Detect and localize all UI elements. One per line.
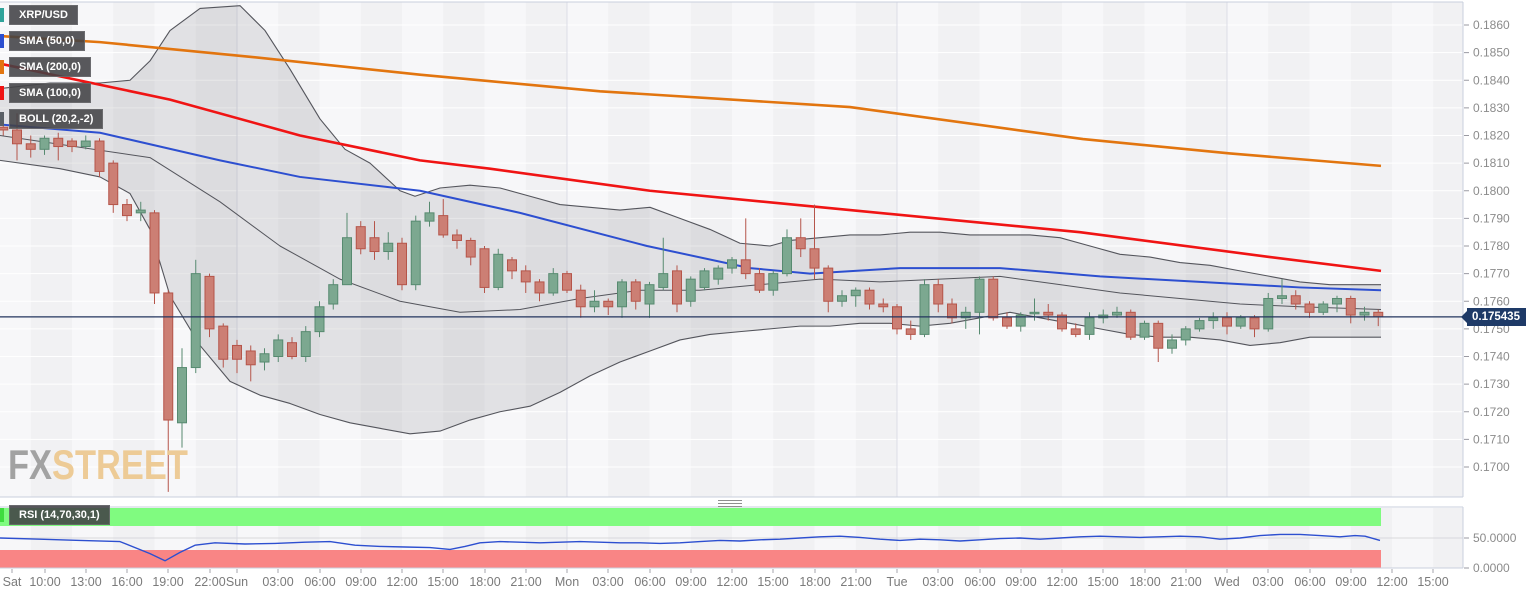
time-tick-label: 18:00 — [469, 575, 500, 589]
time-tick-label: 03:00 — [922, 575, 953, 589]
time-tick-label: 15:00 — [757, 575, 788, 589]
time-tick-label: Tue — [886, 575, 907, 589]
bollinger-band-fill — [0, 5, 1381, 434]
time-tick-label: 06:00 — [634, 575, 665, 589]
rsi-tick-label: 0.0000 — [1473, 561, 1510, 575]
sma100-line — [0, 62, 1382, 273]
legend-item-sma200: SMA (200,0) — [0, 57, 91, 77]
price-tick-label: 0.1760 — [1473, 294, 1510, 308]
boll-label: BOLL (20,2,-2) — [9, 109, 104, 129]
price-tick-label: 0.1780 — [1473, 239, 1510, 253]
fxstreet-logo-fx: FX — [8, 441, 53, 488]
time-axis[interactable]: Sat 10:00 13:00 16:00 19:00 22:00 Sun 03:00 06:0… — [3, 569, 1449, 589]
time-tick-label: 21:00 — [510, 575, 541, 589]
candles — [0, 113, 1384, 492]
price-tick-label: 0.1790 — [1473, 211, 1510, 225]
price-tick-label: 0.1860 — [1473, 18, 1510, 32]
price-tick-label: 0.1840 — [1473, 73, 1510, 87]
fxstreet-logo: FXSTREET — [8, 444, 188, 486]
rsi-color-tick — [0, 508, 4, 522]
time-tick-label: 09:00 — [675, 575, 706, 589]
sma200-color-tick — [0, 60, 4, 74]
time-tick-label: 06:00 — [1294, 575, 1325, 589]
time-tick-label: 12:00 — [1046, 575, 1077, 589]
time-tick-label: 10:00 — [29, 575, 60, 589]
time-tick-label: 09:00 — [1005, 575, 1036, 589]
time-tick-label: 03:00 — [592, 575, 623, 589]
time-tick-label: 18:00 — [1129, 575, 1160, 589]
time-tick-label: 18:00 — [799, 575, 830, 589]
time-tick-label: 06:00 — [964, 575, 995, 589]
symbol-color-tick — [0, 8, 4, 22]
time-tick-label: 12:00 — [386, 575, 417, 589]
time-tick-label: 22:00 — [194, 575, 225, 589]
time-tick-label: 12:00 — [716, 575, 747, 589]
sma100-label: SMA (100,0) — [9, 83, 91, 103]
sma200-label: SMA (200,0) — [9, 57, 91, 77]
legend-item-sma50: SMA (50,0) — [0, 31, 85, 51]
sma100-color-tick — [0, 86, 4, 100]
sma200-line — [0, 34, 1382, 168]
time-tick-label: Sat — [3, 575, 22, 589]
price-tick-label: 0.1820 — [1473, 129, 1510, 143]
sma50-label: SMA (50,0) — [9, 31, 85, 51]
legend-item-sma100: SMA (100,0) — [0, 83, 91, 103]
fxstreet-logo-street: STREET — [52, 441, 188, 488]
legend-item-boll: BOLL (20,2,-2) — [0, 109, 104, 129]
time-tick-label: 19:00 — [152, 575, 183, 589]
price-tick-label: 0.1800 — [1473, 184, 1510, 198]
time-tick-label: Sun — [226, 575, 248, 589]
rsi-oversold-band — [0, 550, 1381, 568]
price-tick-label: 0.1720 — [1473, 405, 1510, 419]
sma50-color-tick — [0, 34, 4, 48]
time-tick-label: 03:00 — [1252, 575, 1283, 589]
time-tick-label: 15:00 — [1417, 575, 1448, 589]
price-tick-label: 0.1710 — [1473, 432, 1510, 446]
price-tick-label: 0.1770 — [1473, 267, 1510, 281]
rsi-tick-label: 50.0000 — [1473, 531, 1517, 545]
time-tick-label: 15:00 — [427, 575, 458, 589]
time-tick-label: 12:00 — [1376, 575, 1407, 589]
rsi-line — [0, 533, 1381, 562]
boll-color-tick — [0, 112, 4, 126]
time-tick-label: 09:00 — [345, 575, 376, 589]
current-price-badge: 0.175435 — [1461, 307, 1526, 326]
price-tick-label: 0.1740 — [1473, 350, 1510, 364]
time-tick-label: Wed — [1214, 575, 1240, 589]
time-tick-label: 15:00 — [1087, 575, 1118, 589]
time-tick-label: 09:00 — [1335, 575, 1366, 589]
time-tick-label: 21:00 — [1170, 575, 1201, 589]
time-tick-label: 13:00 — [70, 575, 101, 589]
rsi-label: RSI (14,70,30,1) — [9, 505, 110, 525]
price-axis[interactable]: 0.1860 0.1850 0.1840 0.1830 0.1820 0.1810 0.18… — [1464, 18, 1517, 575]
time-tick-label: 06:00 — [304, 575, 335, 589]
price-tick-label: 0.1700 — [1473, 460, 1510, 474]
time-tick-label: 16:00 — [111, 575, 142, 589]
price-tick-label: 0.1830 — [1473, 101, 1510, 115]
legend-item-rsi: RSI (14,70,30,1) — [0, 505, 110, 525]
price-tick-label: 0.1810 — [1473, 156, 1510, 170]
panel-resize-handle[interactable] — [718, 500, 742, 507]
legend-item-symbol: XRP/USD — [0, 5, 78, 25]
time-tick-label: Mon — [555, 575, 579, 589]
time-tick-label: 21:00 — [840, 575, 871, 589]
price-tick-label: 0.1730 — [1473, 377, 1510, 391]
symbol-label: XRP/USD — [9, 5, 78, 25]
rsi-overbought-band — [0, 508, 1381, 526]
price-gridlines — [0, 2, 1463, 568]
time-tick-label: 03:00 — [262, 575, 293, 589]
price-tick-label: 0.1850 — [1473, 46, 1510, 60]
